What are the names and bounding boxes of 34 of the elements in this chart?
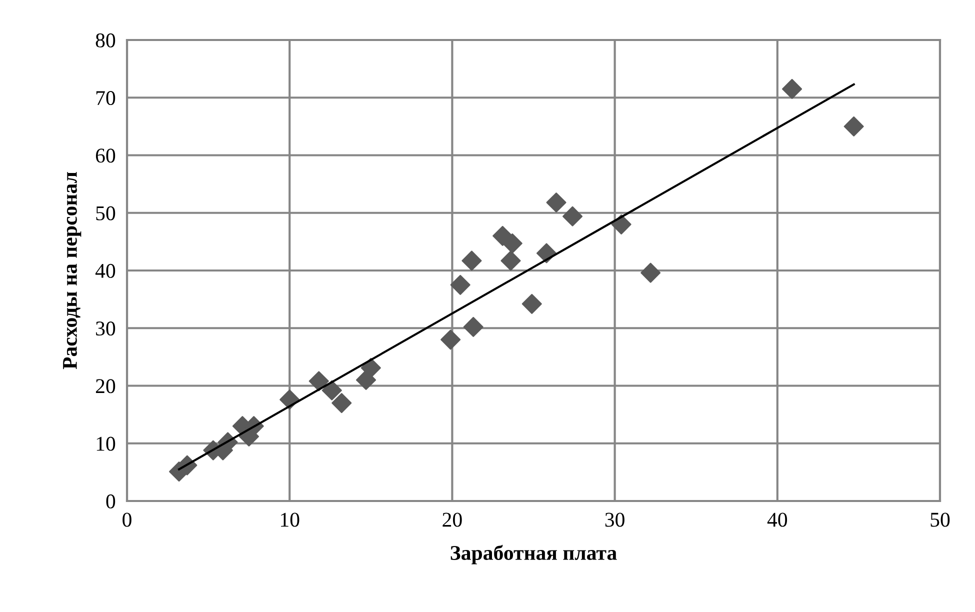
point — [322, 380, 342, 400]
y-tick-label: 20 — [96, 379, 116, 394]
point — [546, 192, 566, 213]
point — [462, 250, 482, 271]
point — [500, 250, 521, 271]
y-tick-label: 80 — [96, 33, 116, 48]
y-axis-title: Расходы на персонал — [63, 172, 82, 370]
y-tick-label: 70 — [96, 91, 116, 106]
y-tick-label: 0 — [106, 494, 116, 508]
point — [502, 233, 522, 254]
x-tick-label: 50 — [930, 512, 950, 527]
y-tick-label: 10 — [96, 436, 116, 451]
y-tick-label: 60 — [96, 148, 116, 163]
point — [782, 78, 802, 99]
x-tick-label: 20 — [442, 512, 462, 527]
point — [611, 214, 632, 234]
point — [463, 316, 484, 337]
point — [440, 330, 461, 350]
point — [332, 393, 352, 414]
point — [844, 116, 864, 136]
x-tick-label: 0 — [122, 512, 132, 527]
point — [562, 206, 583, 226]
x-tick-label: 30 — [605, 512, 624, 527]
point — [640, 262, 661, 283]
y-tick-label: 50 — [96, 206, 116, 220]
y-tick-label: 40 — [95, 264, 116, 278]
point — [522, 294, 542, 314]
point — [450, 274, 470, 295]
x-tick-label: 10 — [281, 512, 300, 527]
y-tick-label: 30 — [96, 322, 116, 336]
x-axis-title: Заработная плата — [450, 544, 617, 564]
point — [308, 371, 329, 392]
x-tick-label: 40 — [767, 512, 788, 527]
point — [360, 358, 381, 378]
